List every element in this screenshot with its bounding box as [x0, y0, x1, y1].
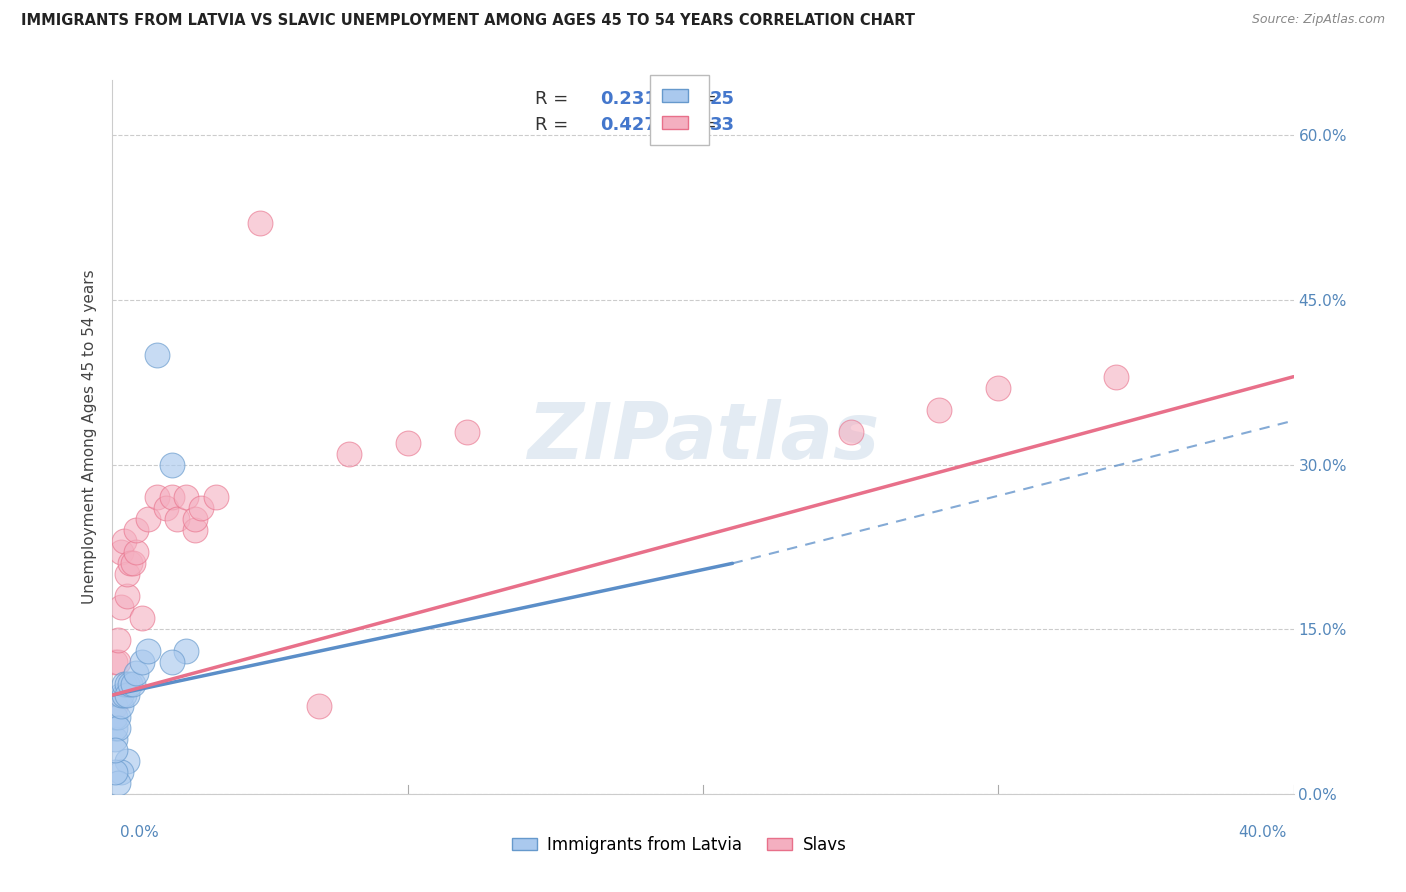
Text: N =: N = [671, 90, 723, 108]
Point [104, 699, 127, 714]
Point [120, 557, 142, 571]
Text: 0.231: 0.231 [600, 90, 657, 108]
Text: Source: ZipAtlas.com: Source: ZipAtlas.com [1251, 13, 1385, 27]
Y-axis label: Unemployment Among Ages 45 to 54 years: Unemployment Among Ages 45 to 54 years [82, 269, 97, 605]
Point [174, 491, 197, 505]
Point [396, 435, 419, 450]
Point [125, 666, 148, 681]
Point [174, 644, 197, 658]
Point [112, 534, 135, 549]
Point [104, 764, 127, 779]
Text: IMMIGRANTS FROM LATVIA VS SLAVIC UNEMPLOYMENT AMONG AGES 45 TO 54 YEARS CORRELAT: IMMIGRANTS FROM LATVIA VS SLAVIC UNEMPLO… [21, 13, 915, 29]
Point [117, 567, 138, 582]
Point [107, 721, 129, 735]
Text: 0.0%: 0.0% [120, 825, 159, 840]
Point [117, 688, 138, 702]
Point [456, 425, 478, 439]
Point [104, 655, 127, 669]
Point [205, 491, 228, 505]
Text: R =: R = [536, 116, 574, 134]
Point [160, 491, 183, 505]
Point [136, 512, 159, 526]
Point [184, 524, 207, 538]
Point [131, 611, 153, 625]
Point [308, 699, 330, 714]
Text: 40.0%: 40.0% [1239, 825, 1286, 840]
Point [110, 545, 132, 559]
Point [987, 381, 1010, 395]
Point [107, 633, 129, 648]
Point [166, 512, 188, 526]
Point [104, 731, 127, 746]
Point [249, 216, 271, 230]
Point [104, 721, 127, 735]
Legend: Immigrants from Latvia, Slavs: Immigrants from Latvia, Slavs [506, 830, 853, 861]
Point [117, 589, 138, 603]
Point [120, 677, 142, 691]
Point [117, 677, 138, 691]
Point [117, 754, 138, 768]
Point [160, 655, 183, 669]
Point [125, 524, 148, 538]
Point [110, 600, 132, 615]
Point [107, 776, 129, 790]
Point [146, 348, 169, 362]
Point [104, 710, 127, 724]
Point [146, 491, 169, 505]
Point [190, 501, 212, 516]
Point [155, 501, 177, 516]
Point [160, 458, 183, 472]
Text: 25: 25 [710, 90, 735, 108]
Point [136, 644, 159, 658]
Point [184, 512, 207, 526]
Point [110, 688, 132, 702]
Text: ZIPatlas: ZIPatlas [527, 399, 879, 475]
Text: 0.427: 0.427 [600, 116, 657, 134]
Point [107, 710, 129, 724]
Point [122, 677, 145, 691]
Point [107, 655, 129, 669]
Point [110, 764, 132, 779]
Point [839, 425, 862, 439]
Text: 33: 33 [710, 116, 735, 134]
Point [131, 655, 153, 669]
Text: R =: R = [536, 90, 574, 108]
Point [1105, 369, 1128, 384]
Point [110, 699, 132, 714]
Point [112, 688, 135, 702]
Text: N =: N = [671, 116, 723, 134]
Point [112, 677, 135, 691]
Point [122, 557, 145, 571]
Point [928, 402, 950, 417]
Point [104, 743, 127, 757]
Point [125, 545, 148, 559]
Point [337, 446, 360, 460]
